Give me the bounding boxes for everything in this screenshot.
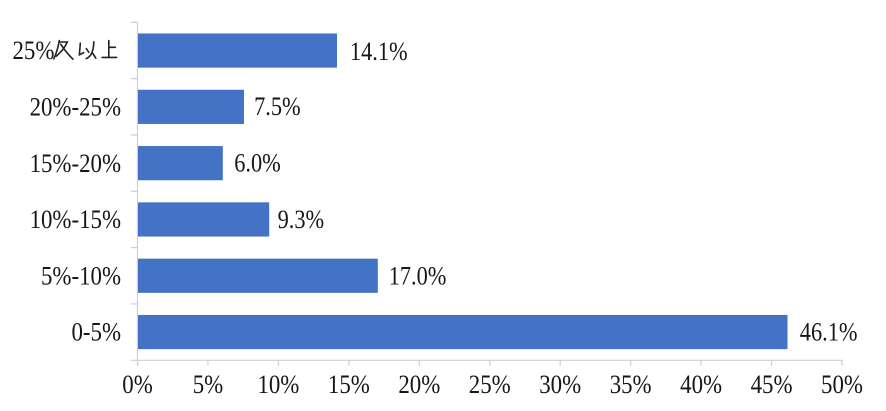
svg-text:20%-25%: 20%-25%: [30, 93, 121, 122]
svg-text:46.1%: 46.1%: [800, 318, 858, 347]
svg-text:17.0%: 17.0%: [389, 262, 447, 291]
svg-text:25%: 25%: [469, 371, 511, 400]
svg-text:10%: 10%: [257, 371, 299, 400]
svg-text:40%: 40%: [680, 371, 722, 400]
svg-text:6.0%: 6.0%: [234, 149, 281, 178]
svg-text:20%: 20%: [398, 371, 440, 400]
svg-text:9.3%: 9.3%: [278, 205, 325, 234]
svg-text:35%: 35%: [610, 371, 652, 400]
svg-text:45%: 45%: [751, 371, 793, 400]
svg-text:0-5%: 0-5%: [71, 318, 121, 347]
svg-text:5%-10%: 5%-10%: [41, 262, 121, 291]
svg-text:10%-15%: 10%-15%: [30, 206, 121, 235]
svg-text:30%: 30%: [539, 371, 581, 400]
svg-text:5%: 5%: [193, 371, 223, 400]
svg-text:7.5%: 7.5%: [254, 93, 301, 122]
svg-text:14.1%: 14.1%: [350, 37, 408, 66]
svg-text:15%-20%: 15%-20%: [30, 149, 121, 178]
svg-text:50%: 50%: [821, 371, 863, 400]
svg-text:0%: 0%: [122, 371, 152, 400]
svg-text:15%: 15%: [328, 371, 370, 400]
svg-text:25%: 25%: [12, 37, 54, 66]
